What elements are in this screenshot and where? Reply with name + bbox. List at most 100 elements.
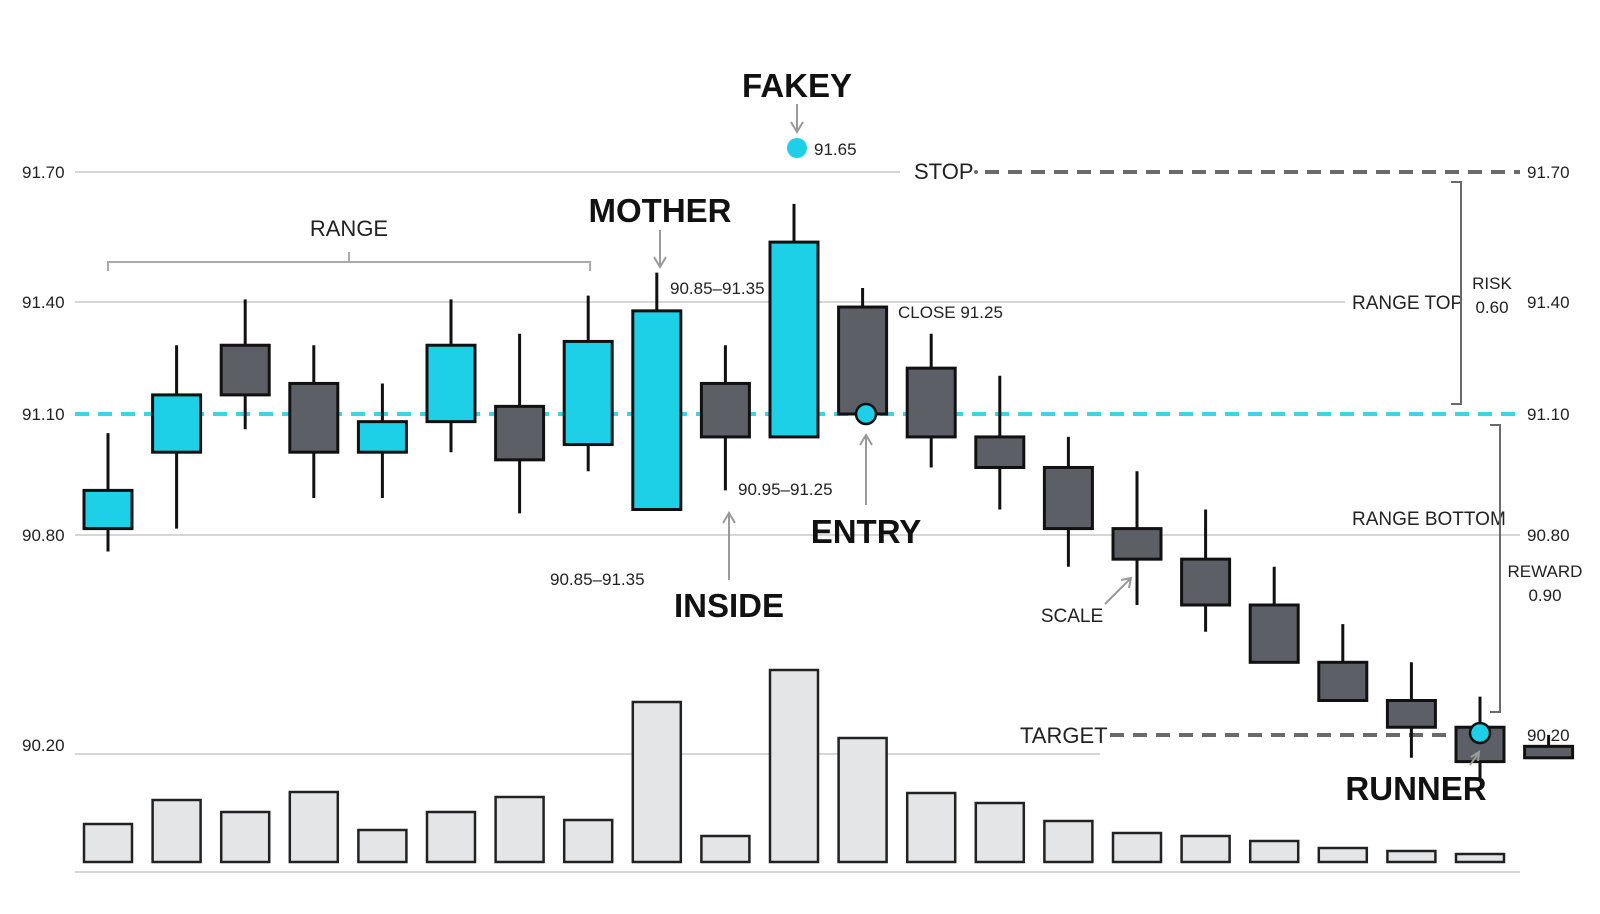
candle-10 [768,203,820,439]
candle-body [1385,699,1437,729]
entry-label: ENTRY [811,513,922,550]
mother-range-bottom-label: 90.85–91.35 [550,570,645,589]
candle-body [1317,660,1369,702]
runner-marker [1468,721,1492,745]
candle-body [288,381,340,454]
y-axis-right: 91.70 91.40 91.10 90.80 90.20 [1527,163,1570,745]
candle-body [768,240,820,439]
fakey-price-label: 91.65 [814,140,857,159]
reward-value: 0.90 [1528,586,1561,605]
volume-bar-15 [1111,831,1163,864]
risk-label: RISK [1472,274,1512,293]
inside-arrow [722,511,736,580]
candle-body [1248,603,1300,664]
range-bracket: RANGE [107,216,591,271]
stop-label: STOP [914,159,974,184]
range-label: RANGE [310,216,388,241]
volume-bar-0 [82,822,134,864]
volume-bar-20 [1454,852,1506,864]
reward-bracket: REWARD 0.90 [1490,424,1583,713]
candle-body [1180,557,1232,607]
runner-label: RUNNER [1345,770,1486,807]
candle-body [1111,527,1163,561]
candle-15 [1111,471,1163,605]
fakey-label: FAKEY [742,67,852,104]
y-tick-left-0: 91.70 [22,163,65,182]
candle-0 [82,433,134,552]
scale-label: SCALE [1041,606,1103,627]
fakey-marker [787,138,807,158]
candle-body [562,339,614,447]
candle-6 [494,333,546,514]
range-top-label: RANGE TOP [1352,293,1463,314]
volume-bar-8 [631,700,683,864]
y-tick-right-0: 91.70 [1527,163,1570,182]
candle-16 [1180,509,1232,632]
candle-body [151,393,203,454]
entry-marker [854,402,878,426]
candle-8 [631,272,683,511]
candle-11 [837,287,889,416]
candle-body [699,381,751,439]
close-label: CLOSE 91.25 [898,303,1003,322]
volume-bars [82,668,1506,864]
volume-bar-6 [494,795,545,864]
volume-bar-16 [1180,834,1231,864]
y-tick-left-4: 90.20 [22,736,65,755]
candle-body [905,366,957,439]
volume-bar-19 [1386,849,1437,864]
candle-17 [1248,566,1300,664]
y-tick-right-3: 90.80 [1527,526,1570,545]
candle-9 [699,345,751,491]
fakey-arrow [790,104,804,134]
candle-body [219,343,271,397]
candle-body [1042,465,1094,531]
candle-12 [905,333,957,468]
range-bottom-label: RANGE BOTTOM [1352,509,1506,530]
y-tick-right-1: 91.40 [1527,293,1570,312]
volume-bar-4 [357,828,408,864]
candle-7 [562,295,614,472]
candle-body [356,420,408,454]
volume-bar-11 [837,736,888,864]
volume-bar-10 [768,668,820,864]
candle-14 [1042,436,1094,567]
volume-bar-5 [425,810,477,864]
y-tick-left-3: 90.80 [22,526,65,545]
target-label: TARGET [1020,723,1108,748]
y-tick-left-2: 91.10 [22,405,65,424]
reward-label: REWARD [1508,562,1583,581]
candle-21 [1523,734,1575,760]
mother-range-top-label: 90.85–91.35 [670,279,765,298]
candle-body [837,305,889,416]
candle-body [1523,744,1575,760]
scale-arrow [1104,576,1133,605]
candle-body [82,488,134,531]
entry-arrow [859,433,873,505]
grid [75,171,1520,873]
volume-bar-14 [1043,819,1094,864]
candle-19 [1385,662,1437,758]
volume-bar-9 [700,834,751,864]
volume-bar-18 [1317,846,1369,864]
candle-5 [425,299,477,453]
candle-body [425,343,477,424]
volume-bar-1 [151,798,202,864]
candle-1 [151,345,203,529]
volume-bar-13 [974,801,1026,864]
mother-arrow [653,230,667,269]
candle-body [494,404,546,462]
inside-label: INSIDE [674,587,784,624]
volume-bar-17 [1248,839,1300,864]
candles [82,203,1575,781]
candle-18 [1317,624,1369,702]
candle-body [974,435,1026,469]
candle-3 [288,345,340,499]
y-tick-left-1: 91.40 [22,293,65,312]
candle-13 [974,375,1026,510]
y-tick-right-2: 91.10 [1527,405,1570,424]
candle-body [631,309,683,511]
inside-range-label: 90.95–91.25 [738,480,833,499]
risk-bracket: RISK 0.60 [1451,181,1512,405]
